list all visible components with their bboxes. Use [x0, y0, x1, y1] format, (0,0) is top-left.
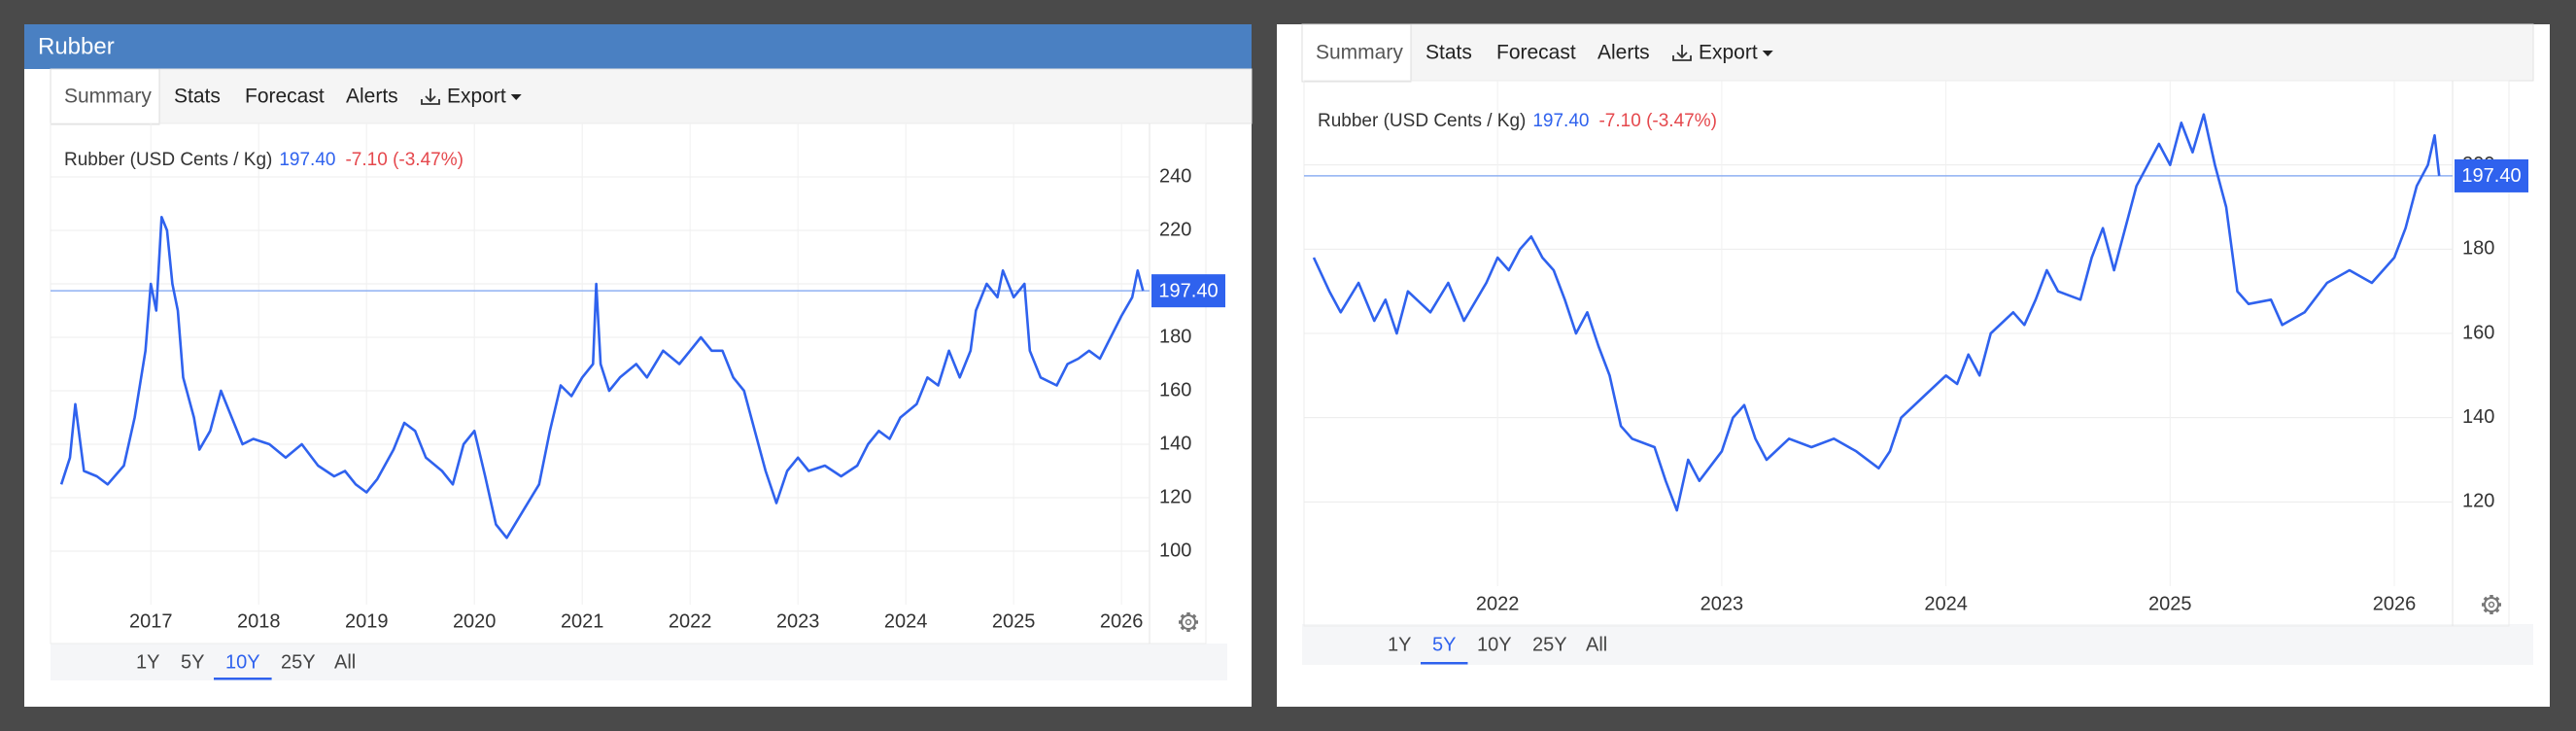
range-underline	[1421, 662, 1468, 665]
range-button[interactable]: All	[334, 651, 356, 673]
x-tick-label: 2019	[345, 610, 389, 632]
legend-change: -7.10 (-3.47%)	[345, 150, 463, 170]
plot-frame	[1303, 80, 2510, 627]
range-bar	[1302, 624, 2533, 665]
legend-value: 197.40	[1532, 111, 1589, 131]
x-tick-label: 2023	[776, 610, 820, 632]
current-value-badge	[1151, 274, 1225, 308]
caret	[510, 94, 522, 100]
tab[interactable]: Export	[447, 86, 506, 108]
x-tick-label: 2025	[2148, 593, 2192, 614]
download-icon	[1672, 45, 1692, 61]
range-button[interactable]: 1Y	[136, 651, 159, 673]
y-tick-label: 180	[2462, 238, 2494, 260]
tab[interactable]: Forecast	[245, 86, 325, 108]
x-tick-label: 2026	[2373, 593, 2417, 614]
range-button[interactable]: All	[1586, 634, 1607, 655]
series-line	[59, 216, 1145, 540]
tab-active	[50, 68, 160, 125]
x-tick-label: 2020	[453, 610, 497, 632]
legend-name: Rubber (USD Cents / Kg)	[1318, 111, 1526, 131]
legend-name: Rubber (USD Cents / Kg)	[64, 150, 272, 170]
legend-change: -7.10 (-3.47%)	[1598, 111, 1716, 131]
tab-bar	[50, 68, 1253, 124]
x-tick-label: 2025	[992, 610, 1036, 632]
range-button[interactable]: 10Y	[1477, 634, 1512, 655]
x-tick-label: 2024	[1924, 593, 1968, 614]
range-button[interactable]: 5Y	[181, 651, 204, 673]
x-tick-label: 2018	[237, 610, 281, 632]
x-tick-label: 2024	[884, 610, 928, 632]
series-line	[1312, 113, 2441, 512]
tab[interactable]: Stats	[1425, 42, 1472, 64]
legend-value: 197.40	[279, 150, 335, 170]
y-tick-label: 160	[1159, 379, 1191, 400]
range-button[interactable]: 25Y	[1532, 634, 1567, 655]
range-underline	[214, 678, 272, 680]
range-button[interactable]: 1Y	[1388, 634, 1411, 655]
range-button[interactable]: 10Y	[225, 651, 260, 673]
x-tick-label: 2023	[1700, 593, 1744, 614]
tab[interactable]: Summary	[64, 86, 152, 108]
y-tick-label: 240	[1159, 165, 1191, 187]
y-tick-label: 120	[1159, 486, 1191, 507]
y-tick-label: 220	[1159, 219, 1191, 240]
current-value-label: 197.40	[1158, 280, 1218, 301]
settings-gear-teeth[interactable]	[1179, 612, 1198, 632]
x-tick-label: 2026	[1100, 610, 1144, 632]
y-tick-label: 160	[2462, 322, 2494, 343]
settings-gear[interactable]	[2484, 597, 2499, 612]
y-tick-label: 140	[2462, 406, 2494, 428]
tab-active	[1301, 23, 1412, 83]
x-tick-label: 2017	[129, 610, 173, 632]
plot-frame	[50, 122, 1207, 644]
x-tick-label: 2021	[561, 610, 604, 632]
panel-title: Rubber	[38, 33, 115, 59]
y-tick-label: 180	[1159, 326, 1191, 347]
tab[interactable]: Alerts	[346, 86, 398, 108]
tab[interactable]: Export	[1699, 42, 1758, 64]
range-button[interactable]: 5Y	[1432, 634, 1456, 655]
caret	[1762, 51, 1773, 56]
settings-gear-teeth[interactable]	[2482, 595, 2501, 614]
range-button[interactable]: 25Y	[281, 651, 316, 673]
current-value-badge	[2455, 158, 2528, 192]
x-tick-label: 2022	[1476, 593, 1520, 614]
x-tick-label: 2022	[669, 610, 712, 632]
settings-gear-hole	[1185, 618, 1192, 626]
tab[interactable]: Stats	[174, 86, 221, 108]
settings-gear[interactable]	[1181, 614, 1196, 630]
tab[interactable]: Alerts	[1597, 42, 1650, 64]
range-bar	[51, 644, 1227, 680]
y-tick-label: 120	[2462, 491, 2494, 512]
panel-header	[24, 24, 1252, 69]
tab[interactable]: Forecast	[1496, 42, 1576, 64]
tab-bar	[1301, 23, 2534, 82]
current-value-label: 197.40	[2461, 165, 2521, 187]
y-tick-label: 100	[1159, 540, 1191, 561]
download-icon	[421, 88, 440, 105]
panel	[1277, 24, 2550, 707]
settings-gear-hole	[2488, 601, 2495, 609]
y-tick-label: 140	[1159, 433, 1191, 454]
tab[interactable]: Summary	[1316, 42, 1403, 64]
